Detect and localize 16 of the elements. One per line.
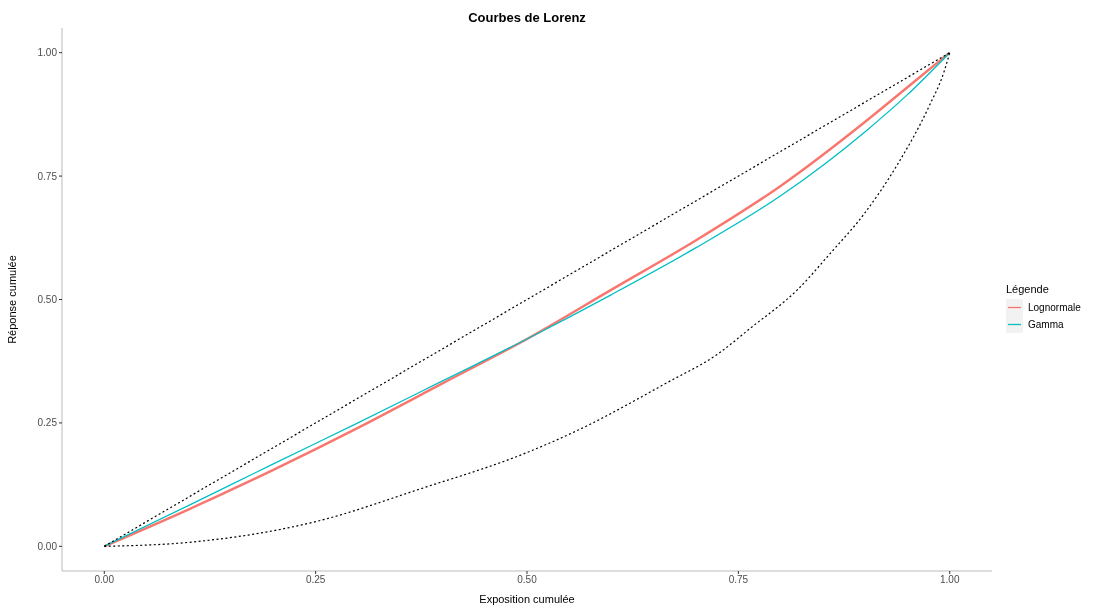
x-axis-title: Exposition cumulée [479, 593, 575, 605]
x-tick-label: 0.50 [517, 574, 538, 586]
y-tick-label: 0.00 [37, 540, 58, 552]
x-tick-label: 0.00 [94, 574, 115, 586]
legend-label: Gamma [1028, 319, 1064, 330]
y-tick-label: 0.50 [37, 294, 58, 306]
y-axis-title: Réponse cumulée [5, 255, 18, 344]
x-tick-label: 0.25 [305, 574, 326, 586]
legend-title: Légende [1006, 283, 1050, 295]
y-tick-label: 0.25 [37, 417, 58, 429]
legend-label: Lognormale [1028, 302, 1081, 313]
y-tick-label: 1.00 [37, 47, 58, 59]
x-tick-label: 1.00 [939, 574, 960, 586]
y-tick-label: 0.75 [37, 170, 58, 182]
chart-title: Courbes de Lorenz [467, 10, 587, 25]
x-tick-label: 0.75 [728, 574, 749, 586]
